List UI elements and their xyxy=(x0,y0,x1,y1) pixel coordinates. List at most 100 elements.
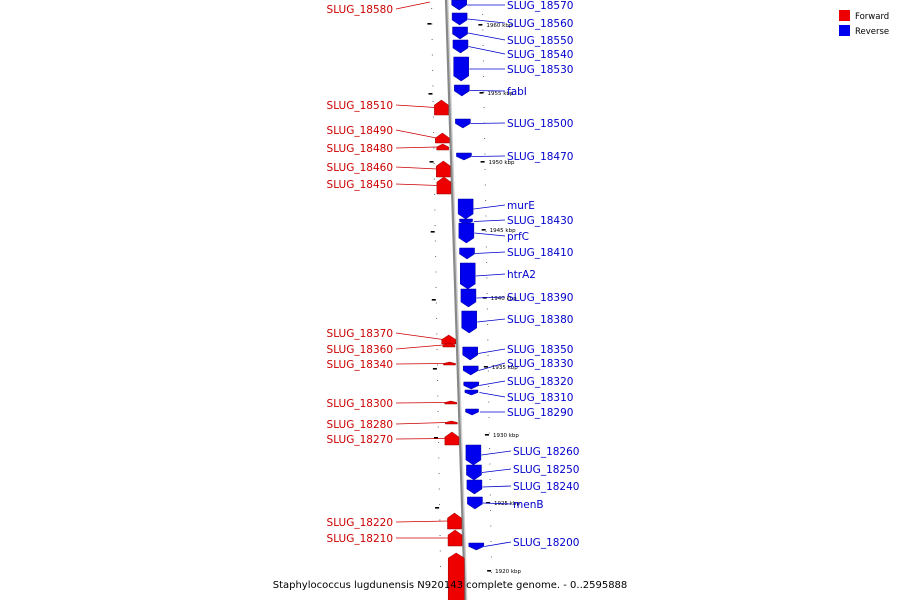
tick-mark-minor xyxy=(431,299,436,301)
reverse-gene-label: menB xyxy=(513,499,544,511)
reverse-leader-line xyxy=(479,392,506,398)
reverse-gene-label: murE xyxy=(507,200,535,212)
tick-label: 1960 kbp xyxy=(486,23,512,29)
guide-dot xyxy=(486,277,488,279)
guide-dot xyxy=(486,293,488,294)
guide-dot xyxy=(489,448,491,449)
guide-dot xyxy=(439,550,441,552)
guide-dot xyxy=(482,14,484,15)
forward-gene xyxy=(436,160,451,178)
reverse-leader-line xyxy=(482,502,512,505)
tick-label: 1930 kbp xyxy=(493,433,519,439)
guide-dot xyxy=(486,308,488,310)
forward-gene xyxy=(445,420,458,425)
genome-backbone xyxy=(444,0,468,600)
reverse-gene xyxy=(453,56,469,82)
reverse-gene-label: prfC xyxy=(507,231,529,243)
reverse-leader-line xyxy=(481,450,512,456)
reverse-gene-label: SLUG_18350 xyxy=(507,344,573,356)
reverse-gene-label: SLUG_18250 xyxy=(513,464,579,476)
forward-leader-line xyxy=(395,104,436,108)
reverse-gene xyxy=(466,464,482,481)
reverse-gene xyxy=(451,0,467,11)
forward-leader-line xyxy=(395,344,443,350)
reverse-gene xyxy=(456,152,472,161)
guide-dot xyxy=(431,54,433,56)
guide-dot xyxy=(487,355,489,356)
guide-dot xyxy=(438,442,440,443)
guide-dot xyxy=(439,519,441,521)
guide-dot xyxy=(434,225,436,226)
reverse-gene-label: SLUG_18560 xyxy=(507,18,573,30)
guide-dot xyxy=(488,417,490,418)
forward-leader-line xyxy=(395,402,445,404)
forward-gene-label: SLUG_18370 xyxy=(327,328,393,340)
reverse-gene-label: SLUG_18290 xyxy=(507,407,573,419)
legend-label-reverse: Reverse xyxy=(855,27,889,37)
guide-dot xyxy=(435,302,437,304)
reverse-gene-label: SLUG_18430 xyxy=(507,215,573,227)
tick-mark-minor xyxy=(428,93,433,95)
forward-gene-label: SLUG_18510 xyxy=(327,100,393,112)
guide-dot xyxy=(487,370,489,372)
guide-dot xyxy=(491,572,493,573)
forward-gene-label: SLUG_18480 xyxy=(327,143,393,155)
forward-leader-line xyxy=(395,422,446,425)
forward-gene xyxy=(442,342,456,348)
guide-dot xyxy=(437,380,439,381)
guide-dot xyxy=(433,132,435,133)
guide-dot xyxy=(485,246,487,248)
reverse-leader-line xyxy=(484,541,512,547)
guide-dot xyxy=(436,333,438,335)
tick-mark-minor xyxy=(435,507,440,509)
forward-gene xyxy=(444,400,457,405)
reverse-gene xyxy=(464,389,479,396)
reverse-gene xyxy=(463,381,479,390)
guide-dot xyxy=(433,147,435,149)
reverse-gene-label: SLUG_18390 xyxy=(507,292,573,304)
guide-dot xyxy=(489,479,491,480)
forward-gene-label: SLUG_18210 xyxy=(327,533,393,545)
tick-label: 1945 kbp xyxy=(490,228,516,234)
reverse-leader-line xyxy=(476,296,506,299)
reverse-gene-label: fabI xyxy=(507,86,527,98)
tick-label: 1920 kbp xyxy=(495,569,521,575)
reverse-gene xyxy=(459,247,475,260)
guide-dot xyxy=(488,401,490,403)
reverse-leader-line xyxy=(475,251,506,254)
guide-dot xyxy=(438,488,440,490)
reverse-gene xyxy=(458,222,475,244)
gene-labels: SLUG_18580 SLUG_18510 SLUG_18490 SLUG_18480… xyxy=(327,0,580,549)
forward-gene-label: SLUG_18580 xyxy=(327,4,393,16)
reverse-gene xyxy=(468,542,485,551)
forward-gene xyxy=(447,552,465,600)
reverse-leader-line xyxy=(478,362,506,371)
guide-dot xyxy=(487,339,489,341)
forward-leader-line xyxy=(395,183,438,186)
reverse-gene xyxy=(455,118,471,129)
guide-dot xyxy=(432,85,434,87)
forward-leader-line xyxy=(395,166,438,170)
reverse-gene-label: SLUG_18260 xyxy=(513,446,579,458)
forward-leader-line xyxy=(395,1,431,10)
guide-dot xyxy=(488,386,490,387)
legend-swatch-forward xyxy=(839,10,850,21)
reverse-leader-line xyxy=(471,155,506,157)
reverse-leader-line xyxy=(473,219,506,222)
reverse-leader-line xyxy=(477,318,506,323)
reverse-leader-line xyxy=(478,348,506,354)
guide-dot xyxy=(482,60,484,62)
forward-gene xyxy=(436,176,452,195)
forward-gene-label: SLUG_18220 xyxy=(327,517,393,529)
reverse-gene-label: htrA2 xyxy=(507,269,536,281)
backbone-line xyxy=(444,0,467,600)
guide-dot xyxy=(490,525,492,527)
forward-leader-line xyxy=(395,129,437,139)
guide-dot xyxy=(432,101,434,102)
guide-dot xyxy=(434,240,436,242)
reverse-gene-label: SLUG_18410 xyxy=(507,247,573,259)
tick-mark-minor xyxy=(433,437,438,439)
guide-dot xyxy=(432,116,434,118)
reverse-gene xyxy=(467,496,483,510)
reverse-leader-line xyxy=(468,46,506,55)
